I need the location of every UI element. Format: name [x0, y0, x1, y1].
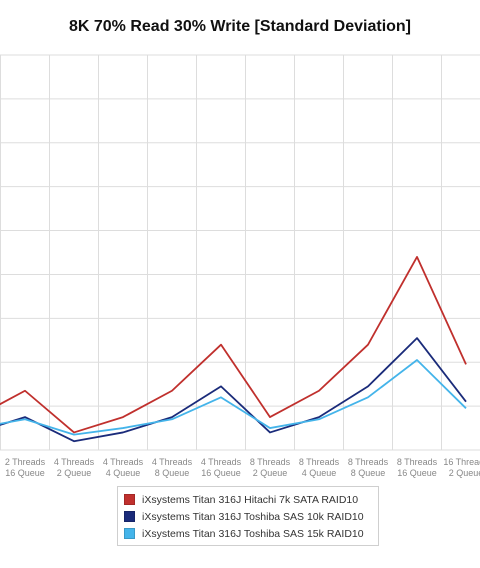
x-tick-label: 4 Threads [54, 457, 95, 467]
legend-item: iXsystems Titan 316J Toshiba SAS 15k RAI… [124, 525, 372, 542]
legend-swatch [124, 528, 135, 539]
x-tick-label: 4 Threads [152, 457, 193, 467]
x-tick-label: 4 Queue [302, 468, 337, 478]
x-tick-label: 8 Threads [397, 457, 438, 467]
chart-legend: iXsystems Titan 316J Hitachi 7k SATA RAI… [117, 486, 379, 546]
x-tick-label: 16 Queue [397, 468, 437, 478]
x-tick-label: 4 Queue [106, 468, 141, 478]
legend-item: iXsystems Titan 316J Toshiba SAS 10k RAI… [124, 508, 372, 525]
legend-label: iXsystems Titan 316J Toshiba SAS 10k RAI… [142, 510, 364, 523]
x-tick-label: 16 Threads [443, 457, 480, 467]
x-tick-label: 16 Queue [201, 468, 241, 478]
x-tick-label: 4 Threads [201, 457, 242, 467]
x-tick-label: 2 Queue [449, 468, 480, 478]
x-tick-label: 8 Threads [250, 457, 291, 467]
legend-swatch [124, 511, 135, 522]
x-tick-label: 8 Queue [155, 468, 190, 478]
chart-title: 8K 70% Read 30% Write [Standard Deviatio… [68, 18, 412, 35]
legend-swatch [124, 494, 135, 505]
legend-label: iXsystems Titan 316J Toshiba SAS 15k RAI… [142, 527, 364, 540]
x-tick-label: 8 Threads [299, 457, 340, 467]
x-tick-label: 8 Queue [351, 468, 386, 478]
legend-item: iXsystems Titan 316J Hitachi 7k SATA RAI… [124, 491, 372, 508]
x-tick-label: 2 Threads [5, 457, 46, 467]
series-line-2 [0, 337, 467, 443]
x-tick-label: 4 Threads [103, 457, 144, 467]
x-tick-label: 8 Threads [348, 457, 389, 467]
x-tick-label: 2 Queue [57, 468, 92, 478]
series-line-1 [0, 255, 467, 434]
legend-label: iXsystems Titan 316J Hitachi 7k SATA RAI… [142, 493, 359, 506]
x-tick-label: 2 Queue [253, 468, 288, 478]
series-line-3 [0, 359, 467, 436]
x-tick-label: 16 Queue [5, 468, 45, 478]
